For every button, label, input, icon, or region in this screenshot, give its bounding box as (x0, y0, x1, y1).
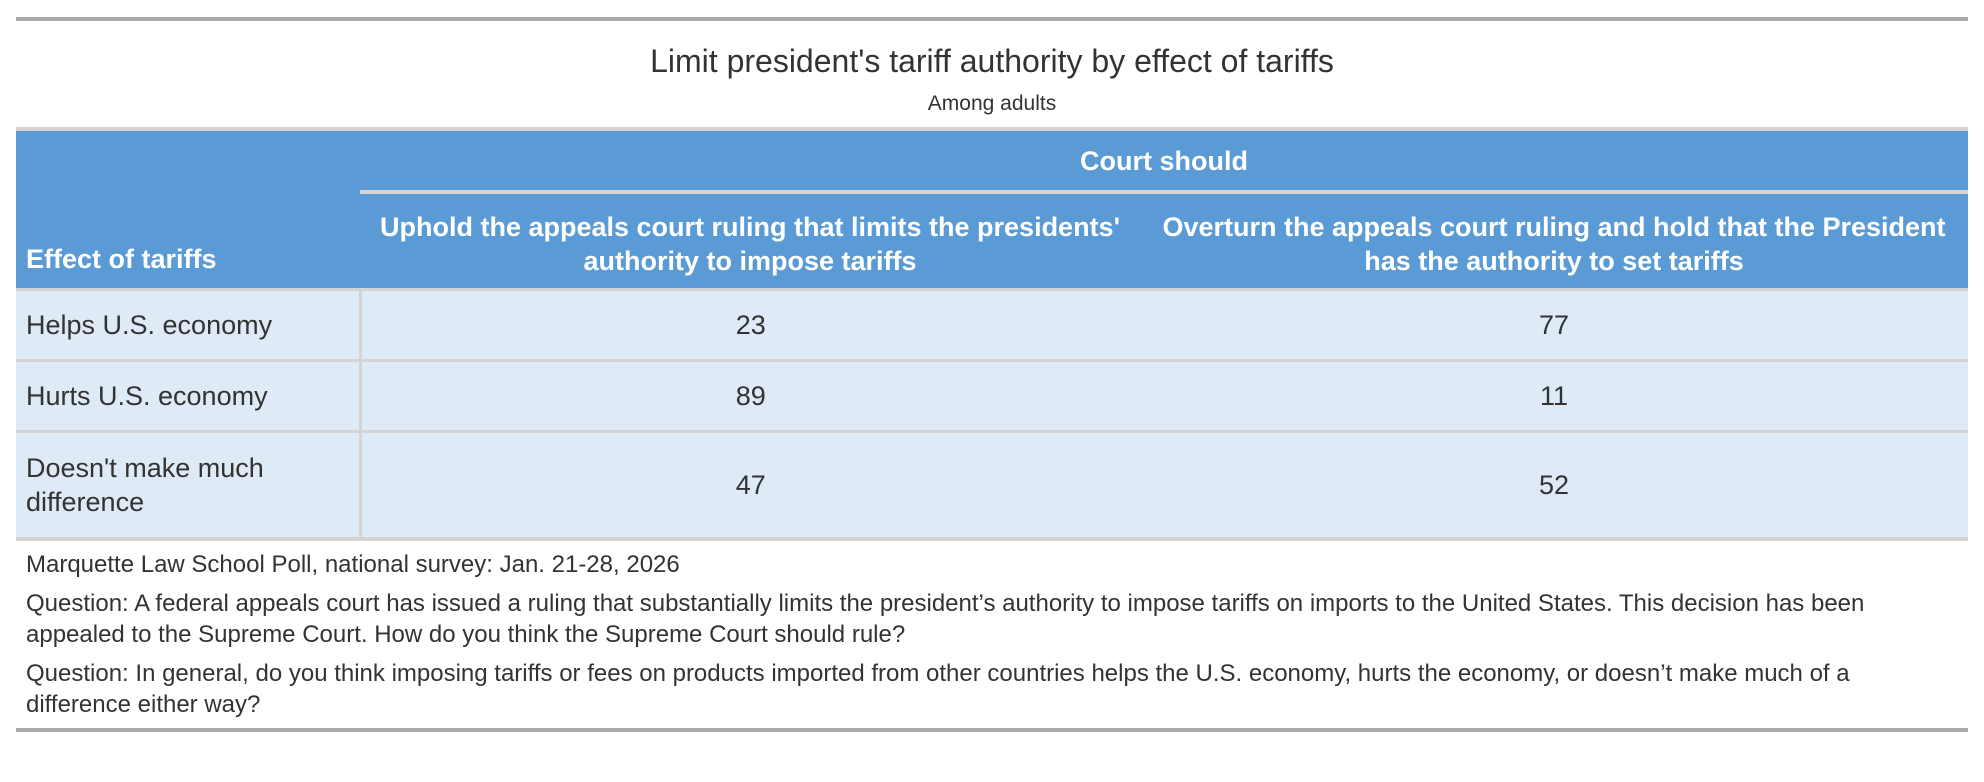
cell-value: 47 (360, 430, 1140, 539)
question-note-2: Question: In general, do you think impos… (26, 660, 1850, 718)
spanner-header: Court should (360, 129, 1968, 194)
cell-value: 11 (1140, 359, 1968, 432)
column-header-uphold: Uphold the appeals court ruling that lim… (360, 192, 1140, 290)
top-rule (16, 17, 1968, 21)
row-label: Doesn't make much difference (16, 430, 362, 539)
cell-value: 89 (360, 359, 1140, 432)
stub-header: Effect of tariffs (16, 129, 360, 290)
table-row: Hurts U.S. economy 89 11 (16, 359, 1968, 432)
cell-value: 52 (1140, 430, 1968, 539)
source-note: Marquette Law School Poll, national surv… (26, 551, 680, 578)
results-table: Effect of tariffs Court should Uphold th… (16, 127, 1968, 541)
table-subtitle: Among adults (927, 92, 1057, 115)
table-title: Limit president's tariff authority by ef… (650, 43, 1334, 79)
cell-value: 77 (1140, 288, 1968, 361)
table-row: Doesn't make much difference 47 52 (16, 430, 1968, 539)
question-note-1: Question: A federal appeals court has is… (26, 590, 1865, 648)
table-row: Helps U.S. economy 23 77 (16, 288, 1968, 361)
bottom-rule (16, 728, 1968, 732)
cell-value: 23 (360, 288, 1140, 361)
table-container: Limit president's tariff authority by ef… (16, 17, 1968, 732)
row-label: Helps U.S. economy (16, 288, 362, 361)
column-header-overturn: Overturn the appeals court ruling and ho… (1140, 192, 1968, 290)
source-notes: Marquette Law School Poll, national surv… (16, 549, 1968, 720)
row-label: Hurts U.S. economy (16, 359, 362, 432)
